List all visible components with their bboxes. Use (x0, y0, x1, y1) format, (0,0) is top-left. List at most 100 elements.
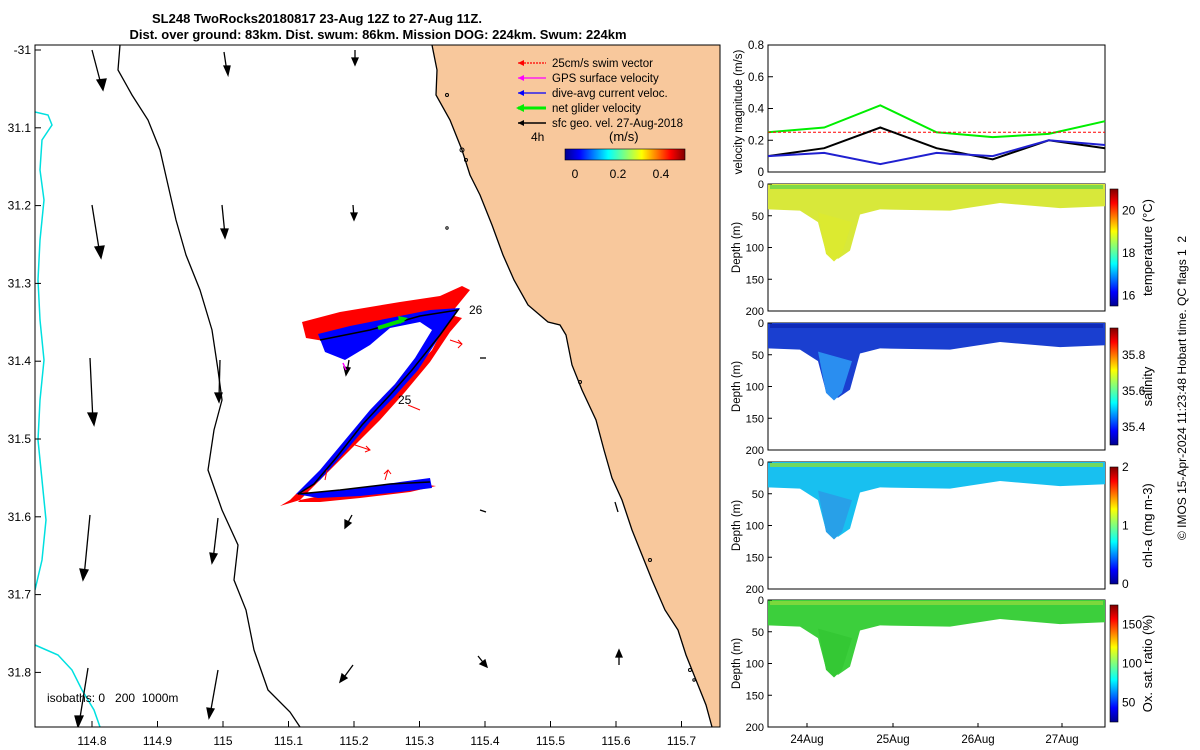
section-depth-tick: 150 (746, 552, 764, 564)
islands (445, 93, 696, 682)
section-depth-tick: 150 (746, 690, 764, 702)
section-data-area (768, 462, 1105, 537)
section-data-area (768, 323, 1105, 398)
section-depth-tick: 50 (752, 489, 764, 501)
section-colorbar (1109, 188, 1119, 307)
section-colorbar-tick: 35.8 (1122, 348, 1146, 362)
section-colorbar-tick: 20 (1122, 203, 1136, 217)
colorbar-tick: 0.4 (653, 167, 670, 181)
section-colorbar-tick: 16 (1122, 288, 1136, 302)
velocity-lines (767, 104, 1106, 166)
map-x-tick-label: 115 (213, 734, 232, 748)
track-label-26: 26 (469, 303, 483, 317)
section-depth-tick: 200 (746, 584, 764, 596)
section-depth-tick: 100 (746, 659, 764, 671)
section-colorbar-label: chl-a (mg m-3) (1140, 483, 1155, 568)
copyright-note: © IMOS 15-Apr-2024 11:23:48 Hobart time.… (1175, 236, 1189, 540)
section-depth-tick: 100 (746, 243, 764, 255)
section-colorbar-tick: 35.4 (1122, 420, 1146, 434)
land-area (432, 45, 720, 727)
map-x-tick-label: 114.8 (77, 734, 106, 748)
section-colorbar (1109, 466, 1119, 585)
map-x-tick-label: 114.9 (143, 734, 172, 748)
section-depth-tick: 100 (746, 521, 764, 533)
section-panel-3: 0 1 2 chl-a (mg m-3) 0 50 100 150 200 Depth (m) (731, 457, 1155, 596)
map-x-tick-label: 115.4 (470, 734, 499, 748)
section-colorbar-tick: 35.6 (1122, 384, 1146, 398)
velocity-y-tick-label: 0.8 (748, 40, 764, 52)
map-panel: 26 25 25cm/s swim vector GPS surface vel… (8, 43, 721, 748)
section-surface-band (770, 324, 1103, 328)
section-depth-tick: 150 (746, 274, 764, 286)
velocity-y-tick-label: 0.4 (748, 104, 765, 116)
coastline (431, 45, 713, 727)
map-y-tick-label: 31.8 (8, 665, 32, 679)
legend-gps-velocity: GPS surface velocity (552, 73, 659, 85)
velocity-panel: 0 0.2 0.4 0.6 0.8 velocity magnitude (m/s) (733, 40, 1106, 179)
section-dive-plume (818, 628, 852, 678)
track-label-25: 25 (398, 393, 412, 407)
section-colorbar (1109, 327, 1119, 446)
section-depth-tick: 200 (746, 306, 764, 318)
isobath-note: isobaths: 0 200 1000m (47, 691, 178, 705)
legend-sfc-geo: sfc geo. vel. 27-Aug-2018 (552, 118, 683, 130)
map-colorbar (564, 148, 686, 161)
section-depth-tick: 0 (758, 318, 764, 330)
title-line-1: SL248 TwoRocks20180817 23-Aug 12Z to 27-… (152, 11, 482, 26)
section-depth-tick: 0 (758, 595, 764, 607)
section-depth-tick: 200 (746, 445, 764, 457)
map-y-ticks: -31 31.1 31.2 31.3 31.4 31.5 31.6 31.7 31.8 (8, 43, 41, 679)
colorbar-tick: 0.2 (610, 167, 627, 181)
section-panel-2: 35.4 35.6 35.8 salinity 0 50 100 150 200 Depth (m… (731, 318, 1155, 457)
legend-net-glider: net glider velocity (552, 103, 641, 115)
map-x-tick-label: 115.7 (667, 734, 696, 748)
velocity-y-tick-label: 0.2 (748, 135, 764, 147)
section-colorbar-tick: 100 (1122, 657, 1142, 671)
isobath-1000m (35, 111, 101, 727)
section-dive-plume (818, 351, 852, 401)
section-ylabel: Depth (m) (731, 361, 743, 412)
map-x-ticks: 114.8 114.9 115 115.1 115.2 115.3 115.4 115.5 11… (77, 721, 696, 748)
velocity-ylabel: velocity magnitude (m/s) (733, 50, 745, 175)
colorbar-tick: 0 (572, 167, 579, 181)
section-colorbar-label: salinity (1140, 366, 1155, 406)
title-line-2: Dist. over ground: 83km. Dist. swum: 86k… (129, 27, 626, 42)
velocity-y-tick-label: 0.6 (748, 72, 764, 84)
section-surface-band (770, 185, 1103, 189)
section-dive-plume (818, 212, 852, 262)
section-depth-tick: 200 (746, 722, 764, 734)
time-ticks: 24Aug 25Aug 26Aug 27Aug (790, 723, 1079, 746)
section-data-area (768, 600, 1105, 675)
section-depth-tick: 50 (752, 627, 764, 639)
time-tick-label: 26Aug (961, 734, 994, 746)
map-y-tick-label: 31.6 (8, 510, 32, 524)
section-depth-tick: 150 (746, 413, 764, 425)
velocity-y-ticks: 0 0.2 0.4 0.6 0.8 (748, 40, 773, 179)
section-colorbar-tick: 2 (1122, 460, 1129, 474)
section-depth-tick: 0 (758, 179, 764, 191)
map-y-tick-label: 31.4 (8, 354, 32, 368)
section-depth-tick: 100 (746, 382, 764, 394)
section-surface-band (770, 601, 1103, 605)
glider-track (280, 286, 470, 506)
section-ylabel: Depth (m) (731, 638, 743, 689)
section-colorbar-tick: 18 (1122, 246, 1136, 260)
isobath-200m (117, 45, 301, 727)
map-y-tick-label: 31.7 (8, 588, 32, 602)
section-panel-1: 16 18 20 temperature (°C) 0 50 100 150 200 Depth … (731, 179, 1155, 318)
section-data-area (768, 184, 1105, 259)
legend-swim-vector: 25cm/s swim vector (552, 58, 653, 70)
time-tick-label: 24Aug (790, 734, 823, 746)
legend-dive-avg: dive-avg current veloc. (552, 88, 668, 100)
legend-4h: 4h (531, 130, 544, 144)
section-colorbar (1109, 604, 1119, 723)
map-frame (34, 44, 721, 728)
time-tick-label: 27Aug (1045, 734, 1078, 746)
section-surface-band (770, 463, 1103, 467)
colorbar-units: (m/s) (609, 129, 639, 144)
map-y-tick-label: 31.1 (8, 121, 32, 135)
section-ylabel: Depth (m) (731, 222, 743, 273)
